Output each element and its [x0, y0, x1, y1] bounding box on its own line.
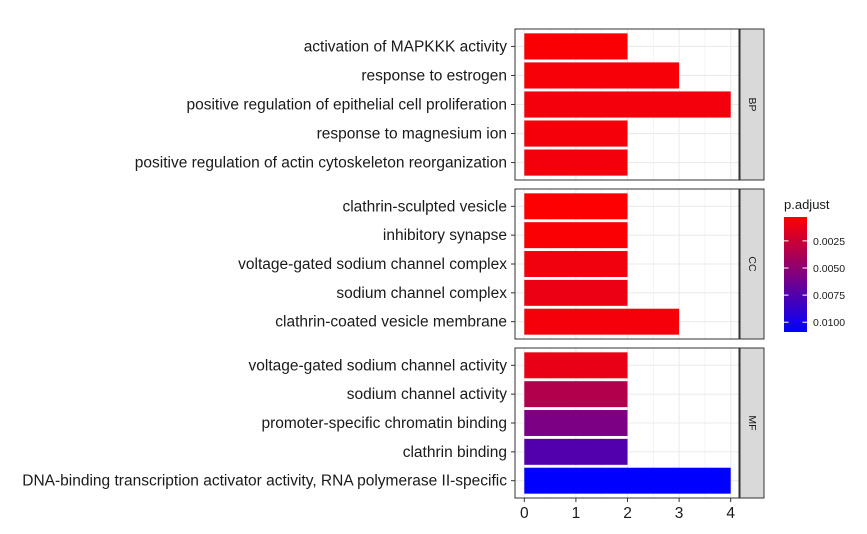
bar [524, 438, 628, 465]
bar [524, 62, 680, 89]
bar [524, 251, 628, 277]
x-tick-label: 1 [572, 505, 581, 522]
y-tick-label: clathrin-coated vesicle membrane [275, 314, 507, 331]
x-tick-label: 0 [520, 505, 529, 522]
facet-strip [739, 28, 765, 181]
facet-strip [739, 188, 765, 340]
y-tick-label: sodium channel activity [347, 386, 507, 403]
bar [524, 381, 628, 408]
y-tick-label: clathrin-sculpted vesicle [342, 198, 507, 215]
y-tick-label: clathrin binding [403, 444, 507, 461]
panel-border [514, 188, 740, 340]
legend-tick-label: 0.0075 [813, 290, 845, 302]
legend-title: p.adjust [784, 197, 830, 212]
x-tick-label: 2 [623, 505, 632, 522]
legend-colorbar [784, 217, 807, 332]
facet-strip-label: BP [746, 97, 758, 111]
bar [524, 91, 731, 118]
bar [524, 467, 731, 494]
bar [524, 120, 628, 147]
y-tick-label: DNA-binding transcription activator acti… [22, 473, 507, 490]
legend-tick-label: 0.0050 [813, 263, 845, 275]
bar [524, 222, 628, 249]
bar [524, 193, 628, 220]
bar [524, 308, 680, 335]
y-tick-label: positive regulation of actin cytoskeleto… [135, 155, 507, 172]
y-tick-label: voltage-gated sodium channel complex [238, 256, 507, 273]
legend-tick-label: 0.0025 [813, 236, 845, 248]
bar [524, 33, 628, 60]
y-tick-label: inhibitory synapse [383, 227, 507, 244]
y-tick-label: promoter-specific chromatin binding [261, 415, 507, 432]
y-tick-label: activation of MAPKKK activity [304, 38, 508, 55]
facet-strip-label: MF [746, 415, 758, 430]
y-tick-label: sodium channel complex [336, 285, 507, 302]
panel-border [514, 28, 740, 181]
bar [524, 410, 628, 436]
y-tick-label: response to estrogen [361, 67, 507, 84]
facet-strip-label: CC [746, 256, 758, 272]
bar [524, 149, 628, 176]
y-tick-label: response to magnesium ion [317, 126, 507, 143]
x-tick-label: 4 [726, 505, 735, 522]
facet-strip [739, 347, 765, 499]
legend-tick-label: 0.0100 [813, 317, 845, 329]
y-tick-label: voltage-gated sodium channel activity [249, 357, 508, 374]
bar [524, 352, 628, 379]
x-tick-label: 3 [675, 505, 684, 522]
y-tick-label: positive regulation of epithelial cell p… [186, 97, 507, 114]
bar [524, 279, 628, 306]
